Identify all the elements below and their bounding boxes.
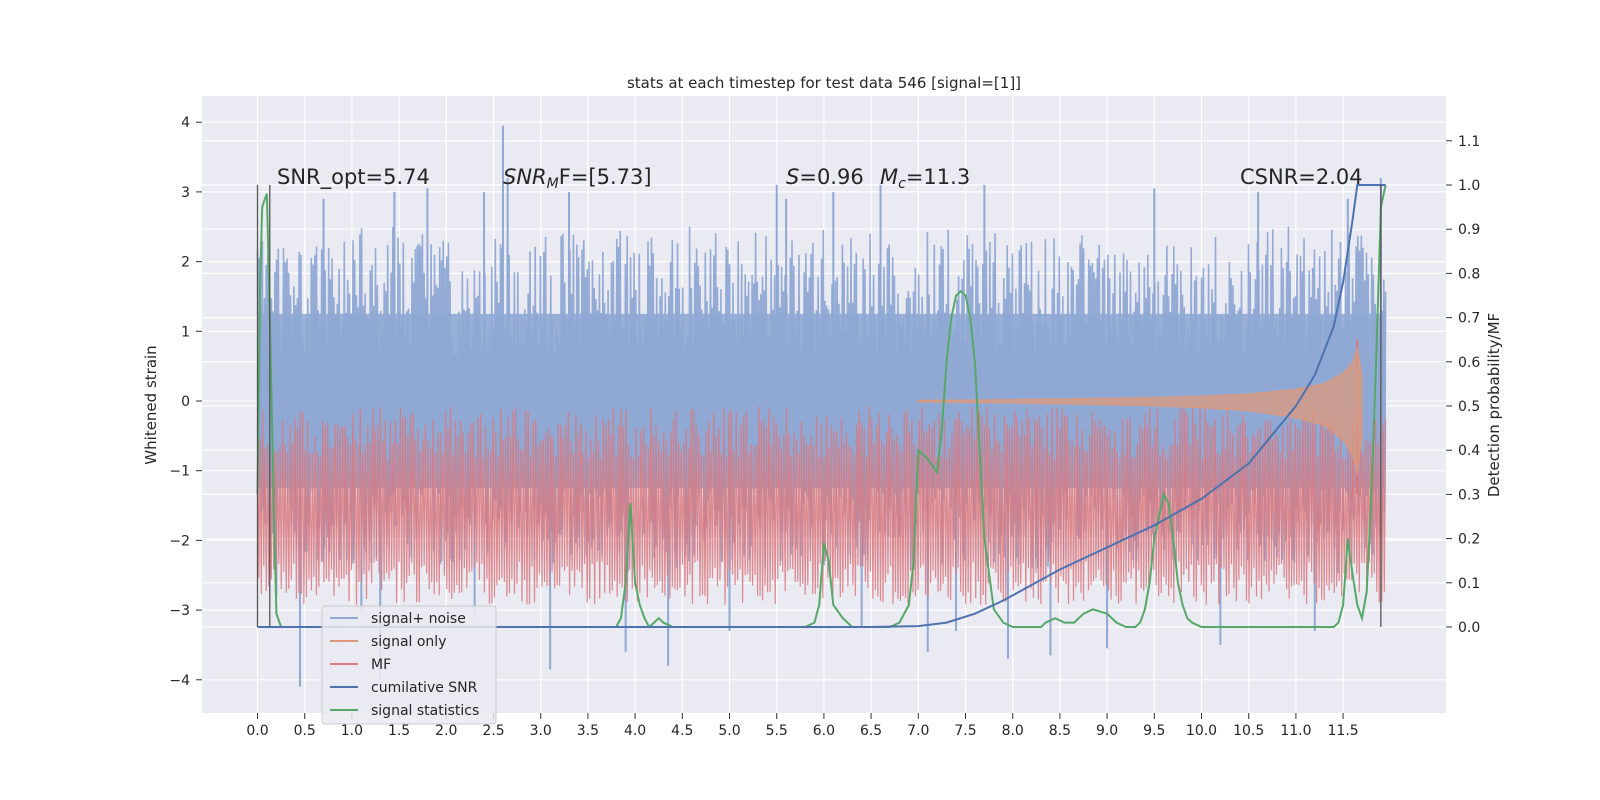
y2-tick-label: 0.6	[1458, 355, 1480, 371]
plot-area	[256, 125, 1387, 687]
y-axis-title: Whitened strain	[142, 345, 160, 464]
x-tick-label: 8.0	[1002, 723, 1024, 739]
chart-title: stats at each timestep for test data 546…	[627, 74, 1021, 92]
series-cumulative-snr	[257, 184, 1386, 628]
legend-box	[321, 605, 497, 725]
y-axis: 4 3 2 1 0 −1 −2 −3 −4	[169, 115, 202, 689]
annotation-mc-sub: c	[898, 176, 906, 192]
legend-label: cumilative SNR	[371, 680, 478, 696]
x-tick-label: 1.0	[341, 723, 363, 739]
x-tick-label: 2.5	[482, 723, 504, 739]
legend-label: signal+ noise	[371, 611, 466, 627]
y-tick-label: 2	[181, 255, 190, 271]
y2-axis: 1.1 1.0 0.9 0.8 0.7 0.6 0.5 0.4 0.3 0.2 0.1 0.0	[1446, 134, 1480, 636]
y-tick-label: 3	[181, 185, 190, 201]
y2-tick-label: 1.0	[1458, 178, 1480, 194]
y-tick-label: −4	[169, 673, 190, 689]
annotation-mc-rest: =11.3	[906, 165, 970, 189]
y2-tick-label: 0.0	[1458, 620, 1480, 636]
x-tick-label: 3.0	[530, 723, 552, 739]
series-mf	[256, 405, 1387, 605]
y2-tick-label: 0.8	[1458, 266, 1480, 282]
y-tick-label: 0	[181, 394, 190, 410]
x-tick-label: 9.0	[1096, 723, 1118, 739]
legend-label: MF	[371, 657, 391, 673]
y2-axis-title: Detection probability/MF	[1485, 313, 1503, 497]
x-tick-label: 9.5	[1143, 723, 1165, 739]
x-tick-label: 3.5	[577, 723, 599, 739]
x-tick-label: 7.5	[954, 723, 976, 739]
annotation-snr-mf-sub: M	[547, 176, 559, 192]
y2-tick-label: 0.3	[1458, 487, 1480, 503]
annotation-snr-mf-main: SNR	[503, 165, 547, 189]
y2-tick-label: 1.1	[1458, 134, 1480, 150]
x-tick-label: 5.0	[718, 723, 740, 739]
x-tick-label: 6.5	[860, 723, 882, 739]
x-tick-label: 0.0	[246, 723, 268, 739]
y-tick-label: 1	[181, 324, 190, 340]
x-tick-label: 4.5	[671, 723, 693, 739]
annotation-snr-mf-rest: F=[5.73]	[559, 165, 652, 189]
annotation-mc: Mc=11.3	[880, 165, 970, 192]
legend: signal+ noise signal only MF cumilative SNR…	[321, 605, 497, 725]
x-tick-label: 1.5	[388, 723, 410, 739]
annotation-s-rest: =0.96	[799, 165, 863, 189]
x-tick-label: 4.0	[624, 723, 646, 739]
y2-tick-label: 0.7	[1458, 311, 1480, 327]
series-signal-only	[917, 348, 1363, 475]
x-tick-label: 0.5	[294, 723, 316, 739]
x-tick-label: 11.5	[1328, 723, 1359, 739]
annotation-s-main: S	[786, 165, 799, 189]
x-tick-label: 10.0	[1186, 723, 1217, 739]
legend-label: signal only	[371, 634, 446, 650]
annotation-snr-opt: SNR_opt=5.74	[277, 165, 430, 190]
y2-tick-label: 0.5	[1458, 399, 1480, 415]
y-tick-label: −2	[169, 533, 190, 549]
annotation-mc-main: M	[880, 165, 898, 189]
annotation-csnr: CSNR=2.04	[1240, 165, 1363, 189]
y-tick-label: −1	[169, 464, 190, 480]
x-tick-label: 2.0	[435, 723, 457, 739]
y2-tick-label: 0.2	[1458, 532, 1480, 548]
annotation-s: S=0.96	[786, 165, 864, 189]
x-tick-label: 11.0	[1280, 723, 1311, 739]
x-tick-label: 7.0	[907, 723, 929, 739]
x-tick-label: 8.5	[1049, 723, 1071, 739]
y-tick-label: 4	[181, 115, 190, 131]
y-tick-label: −3	[169, 603, 190, 619]
x-tick-label: 10.5	[1233, 723, 1264, 739]
x-tick-label: 5.5	[766, 723, 788, 739]
x-axis: 0.0 0.5 1.0 1.5 2.0 2.5 3.0 3.5 4.0 4.5 5.0 5.5 6.0 6…	[246, 713, 1359, 739]
x-tick-label: 6.0	[813, 723, 835, 739]
legend-label: signal statistics	[371, 703, 479, 719]
y2-tick-label: 0.9	[1458, 222, 1480, 238]
annotation-snr-mf: SNRMF=[5.73]	[503, 165, 652, 192]
y2-tick-label: 0.4	[1458, 443, 1480, 459]
y2-tick-label: 0.1	[1458, 576, 1480, 592]
